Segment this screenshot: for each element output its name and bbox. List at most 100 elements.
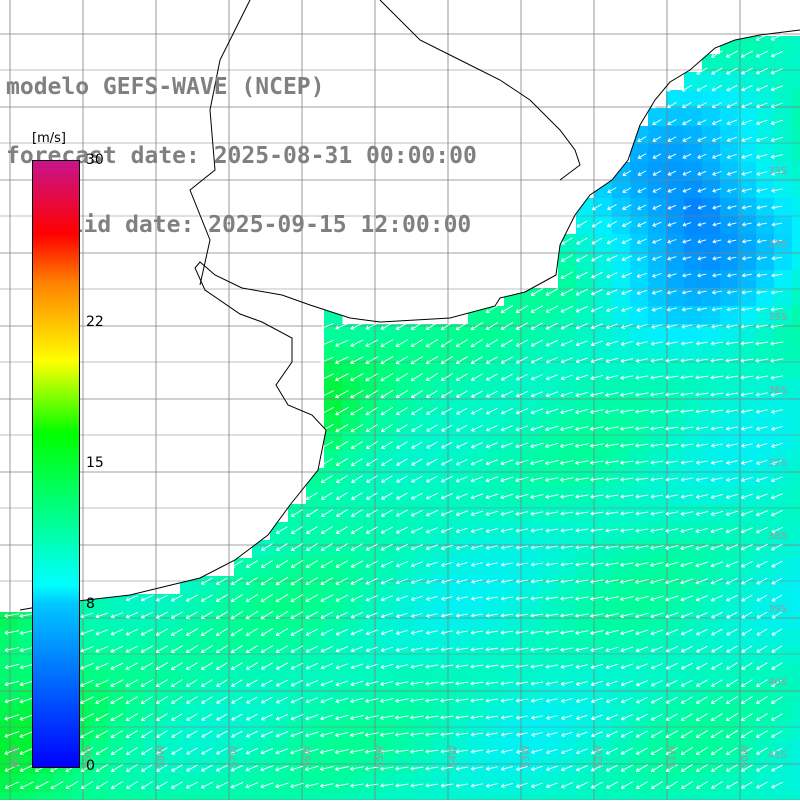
field-cell: [720, 504, 739, 523]
field-cell: [342, 522, 361, 541]
field-cell: [324, 666, 343, 685]
field-cell: [306, 774, 325, 793]
field-cell: [612, 540, 631, 559]
field-cell: [468, 360, 487, 379]
field-cell: [324, 576, 343, 595]
field-cell: [738, 144, 757, 163]
field-cell: [684, 126, 703, 145]
field-cell: [738, 342, 757, 361]
field-cell: [792, 162, 800, 181]
field-cell: [630, 558, 649, 577]
field-cell: [378, 342, 397, 361]
field-cell: [558, 270, 577, 289]
field-cell: [504, 450, 523, 469]
field-cell: [630, 522, 649, 541]
field-cell: [558, 288, 577, 307]
field-cell: [90, 792, 109, 800]
field-cell: [342, 504, 361, 523]
field-cell: [594, 342, 613, 361]
field-cell: [180, 792, 199, 800]
field-cell: [702, 558, 721, 577]
field-cell: [450, 720, 469, 739]
field-cell: [720, 792, 739, 800]
field-cell: [162, 792, 181, 800]
field-cell: [414, 324, 433, 343]
field-cell: [720, 162, 739, 181]
field-cell: [90, 612, 109, 631]
field-cell: [594, 720, 613, 739]
field-cell: [648, 252, 667, 271]
field-cell: [450, 360, 469, 379]
field-cell: [90, 684, 109, 703]
field-cell: [108, 738, 127, 757]
field-cell: [414, 738, 433, 757]
field-cell: [504, 594, 523, 613]
field-cell: [738, 792, 757, 800]
field-cell: [396, 738, 415, 757]
field-cell: [720, 540, 739, 559]
field-cell: [396, 486, 415, 505]
field-cell: [306, 594, 325, 613]
field-cell: [180, 666, 199, 685]
field-cell: [252, 774, 271, 793]
field-cell: [504, 756, 523, 775]
field-cell: [558, 738, 577, 757]
field-cell: [720, 72, 739, 91]
longitude-label: 60W: [10, 745, 21, 768]
field-cell: [504, 774, 523, 793]
field-cell: [288, 648, 307, 667]
field-cell: [576, 324, 595, 343]
field-cell: [126, 612, 145, 631]
field-cell: [774, 576, 793, 595]
field-cell: [468, 630, 487, 649]
field-cell: [738, 450, 757, 469]
field-cell: [252, 648, 271, 667]
field-cell: [504, 576, 523, 595]
field-cell: [612, 450, 631, 469]
field-cell: [630, 450, 649, 469]
field-cell: [342, 324, 361, 343]
longitude-label: 54W: [448, 745, 459, 768]
field-cell: [774, 324, 793, 343]
field-cell: [738, 522, 757, 541]
field-cell: [324, 468, 343, 487]
field-cell: [756, 630, 775, 649]
field-cell: [594, 252, 613, 271]
field-cell: [198, 576, 217, 595]
field-cell: [684, 738, 703, 757]
field-cell: [666, 612, 685, 631]
latitude-label: 34S: [768, 239, 787, 250]
latitude-label: 40S: [768, 677, 787, 688]
field-cell: [342, 756, 361, 775]
field-cell: [360, 720, 379, 739]
field-cell: [126, 702, 145, 721]
field-cell: [630, 342, 649, 361]
latitude-label: 39S: [768, 604, 787, 615]
field-cell: [774, 414, 793, 433]
field-cell: [702, 702, 721, 721]
field-cell: [162, 648, 181, 667]
field-cell: [540, 324, 559, 343]
field-cell: [468, 792, 487, 800]
field-cell: [630, 684, 649, 703]
field-cell: [630, 468, 649, 487]
field-cell: [738, 630, 757, 649]
field-cell: [414, 756, 433, 775]
field-cell: [594, 774, 613, 793]
field-cell: [684, 468, 703, 487]
field-cell: [54, 774, 73, 793]
field-cell: [396, 324, 415, 343]
field-cell: [504, 792, 523, 800]
field-cell: [522, 450, 541, 469]
field-cell: [666, 468, 685, 487]
field-cell: [288, 522, 307, 541]
field-cell: [774, 90, 793, 109]
field-cell: [324, 648, 343, 667]
field-cell: [648, 450, 667, 469]
field-cell: [540, 522, 559, 541]
field-cell: [720, 738, 739, 757]
field-cell: [288, 540, 307, 559]
field-cell: [468, 414, 487, 433]
field-cell: [666, 630, 685, 649]
